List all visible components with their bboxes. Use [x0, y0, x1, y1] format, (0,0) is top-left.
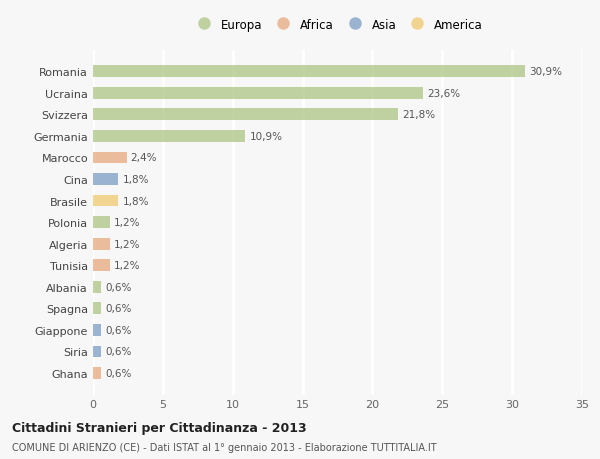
Text: 1,8%: 1,8%: [122, 196, 149, 206]
Bar: [93, 109, 398, 121]
Text: 1,2%: 1,2%: [114, 239, 140, 249]
Bar: [93, 346, 101, 358]
Text: 0,6%: 0,6%: [106, 325, 132, 335]
Text: COMUNE DI ARIENZO (CE) - Dati ISTAT al 1° gennaio 2013 - Elaborazione TUTTITALIA: COMUNE DI ARIENZO (CE) - Dati ISTAT al 1…: [12, 442, 437, 452]
Bar: [93, 152, 127, 164]
Text: 23,6%: 23,6%: [427, 89, 460, 99]
Bar: [93, 174, 118, 185]
Bar: [93, 303, 101, 314]
Bar: [93, 66, 525, 78]
Bar: [93, 88, 423, 100]
Bar: [93, 324, 101, 336]
Bar: [93, 260, 110, 272]
Text: Cittadini Stranieri per Cittadinanza - 2013: Cittadini Stranieri per Cittadinanza - 2…: [12, 421, 307, 434]
Text: 10,9%: 10,9%: [250, 132, 283, 141]
Bar: [93, 238, 110, 250]
Text: 0,6%: 0,6%: [106, 304, 132, 313]
Bar: [93, 367, 101, 379]
Bar: [93, 217, 110, 229]
Bar: [93, 131, 245, 142]
Text: 2,4%: 2,4%: [131, 153, 157, 163]
Text: 1,8%: 1,8%: [122, 174, 149, 185]
Text: 21,8%: 21,8%: [402, 110, 435, 120]
Bar: [93, 195, 118, 207]
Text: 0,6%: 0,6%: [106, 347, 132, 357]
Text: 0,6%: 0,6%: [106, 282, 132, 292]
Text: 1,2%: 1,2%: [114, 218, 140, 228]
Text: 0,6%: 0,6%: [106, 368, 132, 378]
Legend: Europa, Africa, Asia, America: Europa, Africa, Asia, America: [192, 18, 483, 32]
Text: 1,2%: 1,2%: [114, 261, 140, 271]
Text: 30,9%: 30,9%: [529, 67, 562, 77]
Bar: [93, 281, 101, 293]
